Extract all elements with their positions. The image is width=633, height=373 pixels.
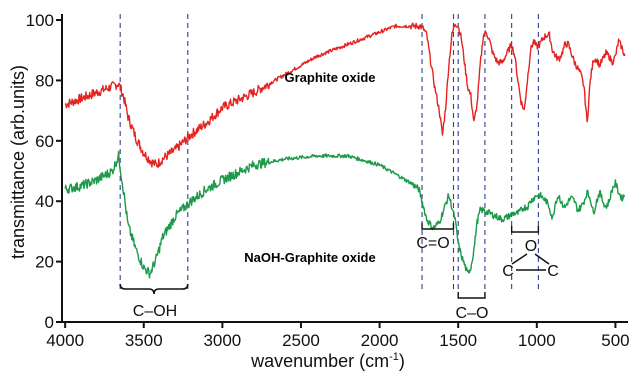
x-axis-label-main: wavenumber (cm [250,351,389,371]
annotation-epoxide-o: O [525,238,537,255]
x-axis-label: wavenumber (cm-1) [250,351,405,371]
x-tick-label-3500: 3500 [125,331,163,350]
bracket-c-oh [119,283,189,295]
x-tick-label-2000: 2000 [361,331,399,350]
guide-lines [119,14,539,290]
series-label-graphite-oxide: Graphite oxide [284,70,375,85]
y-tick-label-80: 80 [35,71,54,90]
annotation-c-single-o: C–O [456,305,489,322]
epoxide-bond-right [534,253,550,265]
x-axis-label-sup: -1 [389,351,399,363]
x-tick-label-1000: 1000 [518,331,556,350]
bracket-c-single-o [457,292,486,299]
x-tick-label-4000: 4000 [46,331,84,350]
series-label-naoh-graphite-oxide: NaOH-Graphite oxide [244,250,375,265]
x-tick-label-1500: 1500 [439,331,477,350]
annotation-c-oh: C–OH [133,303,177,320]
y-tick-label-100: 100 [26,11,54,30]
bracket-c-double-o [421,223,455,230]
epoxide-bond-left [511,253,528,265]
annotation-epoxide-c-left: C [502,263,514,280]
y-tick-label-20: 20 [35,253,54,272]
bracket-epoxide [510,226,540,233]
ticks: 0 20 40 60 80 100 4000 3500 3000 2500 2000 1500 1000… [26,11,630,350]
y-tick-label-0: 0 [45,313,54,332]
axes [61,14,628,323]
x-axis-label-end: ) [399,351,405,371]
y-tick-label-40: 40 [35,192,54,211]
x-tick-label-2500: 2500 [282,331,320,350]
annotation-c-double-o: C=O [416,235,449,252]
y-tick-label-60: 60 [35,132,54,151]
y-axis-label: transmittance (arb.units) [8,65,28,259]
series-line-1 [64,150,626,279]
annotations [119,223,540,299]
annotation-epoxide-c-right: C [547,263,559,280]
x-tick-label-3000: 3000 [203,331,241,350]
x-tick-label-500: 500 [601,331,629,350]
series-line-0 [64,22,626,169]
series-layer [64,22,626,279]
